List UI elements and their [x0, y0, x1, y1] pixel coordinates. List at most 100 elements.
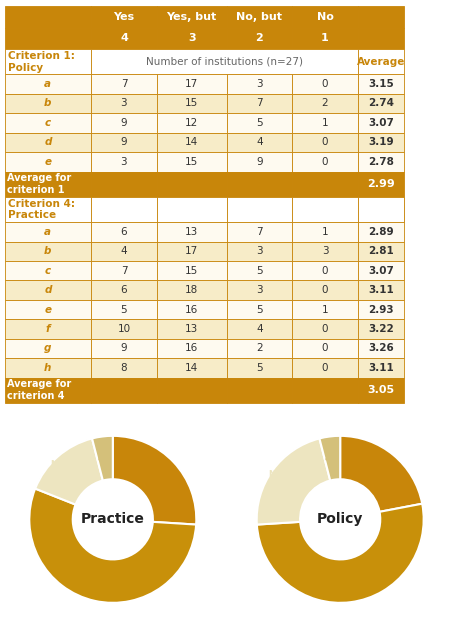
Bar [226, 28, 292, 49]
Bar [91, 358, 157, 377]
Wedge shape [340, 436, 422, 512]
Bar [292, 377, 358, 403]
Text: 15: 15 [185, 157, 198, 167]
Text: 6: 6 [120, 285, 127, 295]
Bar [358, 28, 404, 49]
Text: 5: 5 [256, 304, 263, 314]
Text: 9: 9 [120, 343, 127, 353]
Text: 0: 0 [322, 285, 328, 295]
Wedge shape [257, 504, 424, 603]
Text: 0: 0 [322, 363, 328, 373]
Bar [91, 319, 157, 339]
Text: Average: Average [357, 57, 405, 67]
Bar [226, 133, 292, 152]
Text: 4: 4 [120, 246, 127, 256]
Text: a: a [44, 79, 51, 89]
Bar [157, 152, 226, 171]
Bar [91, 241, 157, 261]
Bar [292, 197, 358, 222]
Text: No
4%: No 4% [325, 444, 339, 463]
Bar [292, 133, 358, 152]
Wedge shape [92, 436, 113, 481]
Text: f: f [46, 324, 50, 334]
Bar [91, 280, 157, 300]
Bar [157, 197, 226, 222]
Text: 3: 3 [188, 33, 195, 43]
Text: 5: 5 [256, 266, 263, 276]
Bar [91, 133, 157, 152]
Text: 0: 0 [322, 79, 328, 89]
Text: 3.26: 3.26 [368, 343, 394, 353]
Bar [358, 113, 404, 133]
Text: b: b [44, 246, 52, 256]
Text: 9: 9 [120, 137, 127, 147]
Text: 3: 3 [256, 246, 263, 256]
Text: Yes, but
52%: Yes, but 52% [329, 576, 368, 595]
Bar [358, 6, 404, 28]
Bar [5, 113, 91, 133]
Text: 16: 16 [185, 343, 198, 353]
Text: No
4%: No 4% [97, 444, 111, 463]
Bar [292, 113, 358, 133]
Bar [91, 6, 157, 28]
Text: 7: 7 [120, 266, 127, 276]
Bar [5, 49, 91, 74]
Text: 2.81: 2.81 [368, 246, 394, 256]
Bar [226, 358, 292, 377]
Bar [5, 358, 91, 377]
Text: Yes
26%: Yes 26% [151, 464, 172, 483]
Text: Criterion 4:
Practice: Criterion 4: Practice [8, 198, 75, 220]
Bar [358, 377, 404, 403]
Text: 5: 5 [256, 363, 263, 373]
Text: 17: 17 [185, 246, 198, 256]
Bar [358, 261, 404, 280]
Text: Number of institutions (n=27): Number of institutions (n=27) [146, 57, 303, 67]
Bar [292, 319, 358, 339]
Bar [226, 197, 292, 222]
Bar [5, 319, 91, 339]
Bar [5, 6, 91, 28]
Text: e: e [44, 304, 51, 314]
Bar [157, 222, 226, 241]
Bar [226, 280, 292, 300]
Bar [358, 94, 404, 113]
Text: 3.05: 3.05 [367, 385, 395, 395]
Text: Average for
criterion 4: Average for criterion 4 [7, 379, 72, 401]
Text: d: d [44, 285, 52, 295]
Text: 4: 4 [256, 324, 263, 334]
Bar [226, 241, 292, 261]
Text: 3.19: 3.19 [368, 137, 394, 147]
Text: 2: 2 [255, 33, 263, 43]
Bar [5, 152, 91, 171]
Bar [226, 94, 292, 113]
Wedge shape [257, 438, 330, 525]
Text: 4: 4 [256, 137, 263, 147]
Text: 3.15: 3.15 [368, 79, 394, 89]
Text: 3: 3 [322, 246, 328, 256]
Bar [292, 300, 358, 319]
Text: 3.11: 3.11 [368, 285, 394, 295]
Bar [5, 300, 91, 319]
Bar [91, 49, 358, 74]
Bar [292, 152, 358, 171]
Text: 12: 12 [185, 118, 198, 128]
Bar [358, 358, 404, 377]
Wedge shape [35, 438, 103, 505]
Text: Yes
22%: Yes 22% [373, 458, 393, 478]
Bar [292, 94, 358, 113]
Wedge shape [113, 436, 196, 525]
Bar [157, 28, 226, 49]
Text: 9: 9 [120, 118, 127, 128]
Bar [292, 261, 358, 280]
Bar [358, 152, 404, 171]
Text: 0: 0 [322, 266, 328, 276]
Text: Policy: Policy [317, 512, 363, 526]
Text: 9: 9 [256, 157, 263, 167]
Bar [358, 133, 404, 152]
Bar [91, 261, 157, 280]
Text: 5: 5 [120, 304, 127, 314]
Text: 14: 14 [185, 137, 198, 147]
Text: h: h [44, 363, 52, 373]
Bar [292, 222, 358, 241]
Text: 2: 2 [256, 343, 263, 353]
